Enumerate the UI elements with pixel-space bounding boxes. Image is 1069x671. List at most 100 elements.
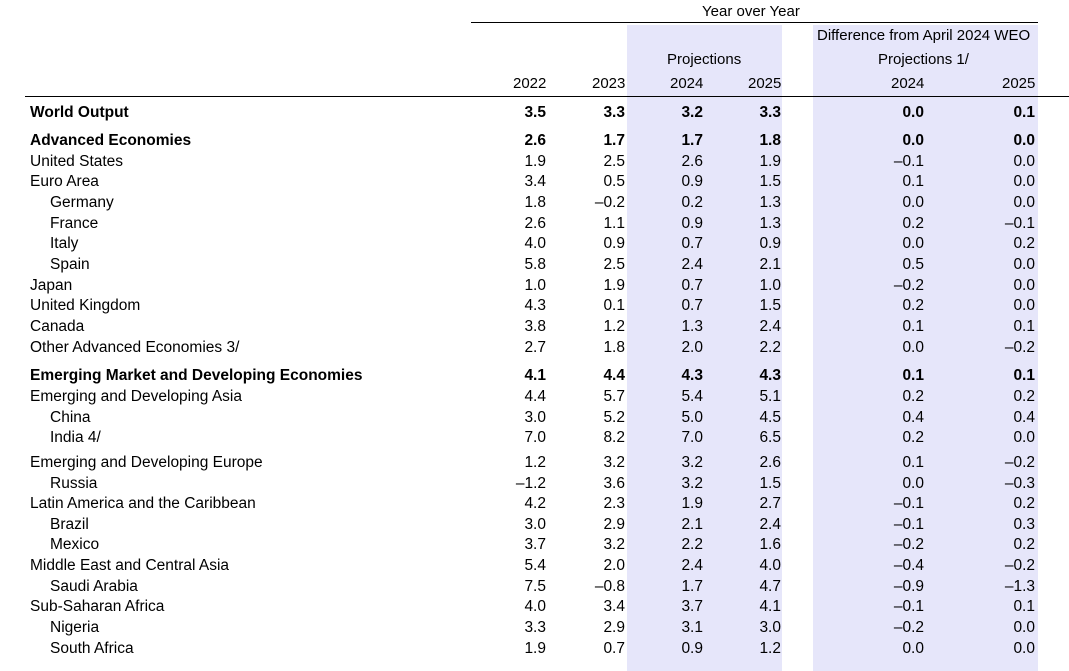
value-cell: 5.4 [524, 557, 546, 574]
row-label: Saudi Arabia [50, 578, 138, 595]
value-cell: 3.2 [603, 536, 625, 553]
row-label: South Africa [50, 640, 134, 657]
value-cell: 3.3 [759, 104, 781, 121]
row-label: United States [30, 153, 124, 170]
value-cell: 0.2 [1013, 536, 1035, 553]
value-cell: –0.4 [893, 557, 924, 574]
value-cell: 6.5 [759, 429, 781, 446]
value-cell: 5.1 [759, 388, 781, 405]
value-cell: 1.7 [681, 578, 703, 595]
value-cell: 4.3 [681, 367, 703, 384]
value-cell: 0.7 [681, 235, 703, 252]
value-cell: 1.7 [681, 132, 703, 149]
difference-heading: Difference from April 2024 WEO [817, 27, 1031, 44]
value-cell: 0.1 [902, 454, 924, 471]
value-cell: 4.0 [524, 598, 546, 615]
table-row: China 3.0 5.2 5.0 4.5 0.4 0.4 [0, 408, 1069, 428]
value-cell: –0.3 [1004, 475, 1035, 492]
value-cell: 0.0 [1013, 173, 1035, 190]
table-row: United Kingdom 4.3 0.1 0.7 1.5 0.2 0.0 [0, 296, 1069, 316]
value-cell: 5.7 [603, 388, 625, 405]
value-cell: 3.3 [524, 619, 546, 636]
value-cell: –0.8 [594, 578, 625, 595]
value-cell: 2.4 [759, 318, 781, 335]
value-cell: 2.6 [524, 215, 546, 232]
value-cell: 1.3 [681, 318, 703, 335]
value-cell: 3.8 [524, 318, 546, 335]
value-cell: 0.0 [1013, 256, 1035, 273]
year-header-2023: 2023 [592, 75, 626, 92]
table-row: Spain 5.8 2.5 2.4 2.1 0.5 0.0 [0, 255, 1069, 275]
value-cell: 1.9 [524, 640, 546, 657]
value-cell: 0.9 [681, 640, 703, 657]
value-cell: –0.1 [893, 495, 924, 512]
table-row: World Output 3.5 3.3 3.2 3.3 0.0 0.1 [0, 103, 1069, 123]
row-label: Advanced Economies [30, 132, 192, 149]
value-cell: 1.3 [759, 215, 781, 232]
value-cell: 2.7 [759, 495, 781, 512]
row-label: World Output [30, 104, 129, 121]
table-row: Middle East and Central Asia 5.4 2.0 2.4 4.0… [0, 556, 1069, 576]
value-cell: 1.5 [759, 297, 781, 314]
table-row: India 4/7.0 8.2 7.0 6.5 0.2 0.0 [0, 428, 1069, 448]
value-cell: 1.7 [603, 132, 625, 149]
value-cell: 2.0 [681, 339, 703, 356]
value-cell: –0.1 [893, 153, 924, 170]
value-cell: 3.4 [524, 173, 546, 190]
value-cell: 5.0 [681, 409, 703, 426]
value-cell: 3.2 [681, 104, 703, 121]
value-cell: 3.7 [524, 536, 546, 553]
value-cell: 0.0 [902, 640, 924, 657]
value-cell: –0.2 [893, 536, 924, 553]
table-row: Canada 3.8 1.2 1.3 2.4 0.1 0.1 [0, 317, 1069, 337]
value-cell: 1.0 [524, 277, 546, 294]
table-row: Russia –1.2 3.6 3.2 1.5 0.0 –0.3 [0, 474, 1069, 494]
row-label: Mexico [50, 536, 100, 553]
value-cell: 0.0 [902, 104, 924, 121]
value-cell: 0.0 [902, 339, 924, 356]
value-cell: 4.1 [759, 598, 781, 615]
row-label: Other Advanced Economies 3/ [30, 339, 240, 356]
table-row: Euro Area 3.4 0.5 0.9 1.5 0.1 0.0 [0, 172, 1069, 192]
projections-note-heading: Projections 1/ [878, 51, 969, 68]
year-over-year-heading: Year over Year [702, 3, 800, 20]
value-cell: 4.0 [524, 235, 546, 252]
value-cell: 2.3 [603, 495, 625, 512]
projections-heading: Projections [667, 51, 742, 68]
value-cell: 5.4 [681, 388, 703, 405]
value-cell: 1.3 [759, 194, 781, 211]
value-cell: 0.1 [1013, 318, 1035, 335]
table-row: Emerging and Developing Europe 1.2 3.2 3.2 2… [0, 453, 1069, 473]
value-cell: 3.0 [524, 409, 546, 426]
value-cell: 1.8 [524, 194, 546, 211]
value-cell: 3.2 [681, 454, 703, 471]
value-cell: –0.1 [1004, 215, 1035, 232]
year-header-diff-2025: 2025 [1002, 75, 1036, 92]
year-header-proj-2025: 2025 [748, 75, 782, 92]
value-cell: 1.2 [759, 640, 781, 657]
value-cell: 2.7 [524, 339, 546, 356]
table-row: Japan 1.0 1.9 0.7 1.0 –0.2 0.0 [0, 276, 1069, 296]
value-cell: 2.5 [603, 153, 625, 170]
value-cell: 0.2 [902, 297, 924, 314]
value-cell: 0.0 [1013, 277, 1035, 294]
value-cell: –0.2 [594, 194, 625, 211]
year-header-proj-2024: 2024 [670, 75, 704, 92]
row-label: Italy [50, 235, 79, 252]
value-cell: 0.0 [1013, 619, 1035, 636]
value-cell: 3.1 [681, 619, 703, 636]
row-label: Latin America and the Caribbean [30, 495, 256, 512]
value-cell: 2.1 [681, 516, 703, 533]
value-cell: 7.0 [524, 429, 546, 446]
value-cell: 0.1 [902, 173, 924, 190]
value-cell: 2.4 [681, 256, 703, 273]
value-cell: 0.9 [759, 235, 781, 252]
table-row: Emerging Market and Developing Economies… [0, 366, 1069, 386]
value-cell: 0.1 [1013, 598, 1035, 615]
row-label: China [50, 409, 91, 426]
value-cell: 0.0 [902, 475, 924, 492]
value-cell: 3.3 [603, 104, 625, 121]
value-cell: 1.5 [759, 475, 781, 492]
value-cell: 0.0 [902, 132, 924, 149]
value-cell: 2.6 [524, 132, 546, 149]
